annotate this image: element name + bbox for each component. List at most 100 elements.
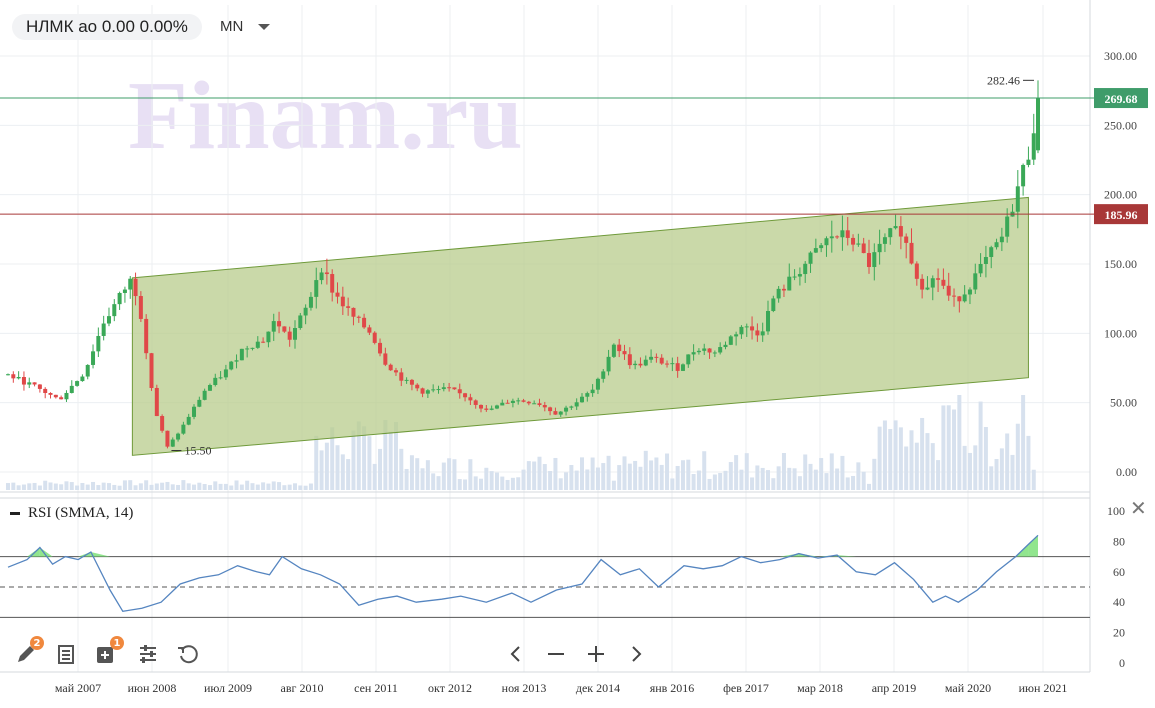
candle-body bbox=[138, 296, 143, 319]
candle-body bbox=[638, 363, 643, 366]
volume-bar bbox=[766, 470, 771, 490]
candle-body bbox=[213, 377, 218, 385]
candle-body bbox=[1026, 159, 1031, 165]
volume-bar bbox=[994, 459, 999, 490]
volume-bar bbox=[638, 466, 643, 490]
volume-bar bbox=[553, 457, 558, 490]
time-tick-label: окт 2012 bbox=[428, 681, 472, 695]
volume-bar bbox=[744, 453, 749, 490]
candle-body bbox=[760, 331, 765, 336]
candle-body bbox=[409, 379, 414, 385]
volume-bar bbox=[548, 471, 553, 490]
zoom-in-button[interactable] bbox=[582, 640, 610, 668]
scroll-left-button[interactable] bbox=[502, 640, 530, 668]
volume-bar bbox=[627, 463, 632, 490]
candle-body bbox=[952, 295, 957, 297]
min-label: 15.50 bbox=[184, 444, 211, 458]
volume-bar bbox=[861, 471, 866, 490]
volume-bar bbox=[909, 430, 914, 490]
time-tick-label: июл 2009 bbox=[204, 681, 252, 695]
volume-bar bbox=[707, 478, 712, 490]
volume-bar bbox=[197, 482, 202, 490]
volume-bar bbox=[314, 435, 319, 490]
volume-bar bbox=[680, 460, 685, 490]
time-tick-label: сен 2011 bbox=[354, 681, 398, 695]
volume-bar bbox=[425, 460, 430, 490]
candle-body bbox=[505, 402, 510, 404]
rsi-tick-label: 100 bbox=[1107, 504, 1125, 518]
candle-body bbox=[484, 408, 489, 410]
scroll-right-button[interactable] bbox=[622, 640, 650, 668]
zoom-out-button[interactable] bbox=[542, 640, 570, 668]
close-icon[interactable]: ✕ bbox=[1130, 496, 1147, 520]
volume-bar bbox=[930, 443, 935, 490]
candle-body bbox=[1036, 97, 1040, 151]
volume-bar bbox=[75, 485, 80, 490]
add-badge: 1 bbox=[110, 636, 124, 650]
volume-bar bbox=[229, 485, 234, 490]
reset-button[interactable] bbox=[174, 640, 202, 668]
candle-body bbox=[362, 317, 367, 328]
volume-bar bbox=[250, 483, 255, 490]
volume-bar bbox=[489, 471, 494, 490]
period-selector[interactable]: MN bbox=[220, 18, 244, 35]
volume-bar bbox=[595, 467, 600, 490]
price-tick-label: 300.00 bbox=[1104, 49, 1137, 63]
candle-body bbox=[861, 243, 866, 254]
candle-body bbox=[500, 402, 505, 406]
ticker-badge[interactable]: НЛМК ао 0.00 0.00% bbox=[12, 14, 202, 40]
time-tick-label: май 2007 bbox=[55, 681, 101, 695]
volume-bar bbox=[218, 483, 223, 490]
candle-body bbox=[415, 384, 420, 389]
volume-bar bbox=[340, 454, 345, 490]
candle-body bbox=[314, 280, 319, 297]
candle-body bbox=[696, 350, 701, 353]
volume-bar bbox=[781, 452, 786, 490]
volume-bar bbox=[983, 427, 988, 490]
volume-bar bbox=[165, 481, 170, 490]
candle-body bbox=[712, 352, 717, 354]
add-chart-button[interactable]: 1 bbox=[92, 636, 124, 668]
candle-body bbox=[330, 274, 335, 293]
candle-body bbox=[37, 384, 42, 389]
volume-bar bbox=[755, 465, 760, 490]
volume-bar bbox=[154, 483, 159, 490]
candle-body bbox=[277, 321, 282, 327]
candle-body bbox=[1015, 186, 1020, 212]
rsi-overbought-fill bbox=[779, 553, 799, 557]
volume-bar bbox=[298, 485, 303, 490]
volume-bar bbox=[893, 420, 898, 490]
minus-icon bbox=[548, 653, 564, 655]
candle-body bbox=[473, 400, 478, 405]
draw-tool-button[interactable]: 2 bbox=[12, 636, 44, 668]
volume-bar bbox=[510, 477, 515, 490]
candle-body bbox=[542, 405, 547, 408]
volume-bar bbox=[845, 477, 850, 490]
volume-bar bbox=[606, 455, 611, 490]
rsi-label: RSI (SMMA, 14) bbox=[28, 505, 134, 521]
candle-body bbox=[197, 399, 202, 407]
volume-bar bbox=[324, 442, 329, 490]
candle-body bbox=[888, 228, 893, 238]
candle-body bbox=[489, 408, 494, 410]
candle-body bbox=[383, 353, 388, 365]
indicators-button[interactable] bbox=[52, 640, 80, 668]
candle-body bbox=[909, 242, 914, 264]
candle-body bbox=[877, 243, 882, 253]
settings-button[interactable] bbox=[134, 640, 162, 668]
volume-bar bbox=[96, 485, 101, 490]
candle-body bbox=[186, 416, 191, 425]
candle-body bbox=[882, 237, 887, 244]
candle-body bbox=[27, 382, 32, 385]
candle-body bbox=[627, 354, 632, 366]
chevron-down-icon[interactable] bbox=[258, 24, 270, 30]
time-tick-label: мар 2018 bbox=[797, 681, 843, 695]
candle-body bbox=[829, 236, 834, 239]
volume-bar bbox=[388, 431, 393, 490]
volume-bar bbox=[819, 458, 824, 490]
volume-bar bbox=[468, 459, 473, 490]
volume-bar bbox=[330, 427, 335, 490]
ticker-text: НЛМК ао 0.00 0.00% bbox=[26, 17, 188, 36]
